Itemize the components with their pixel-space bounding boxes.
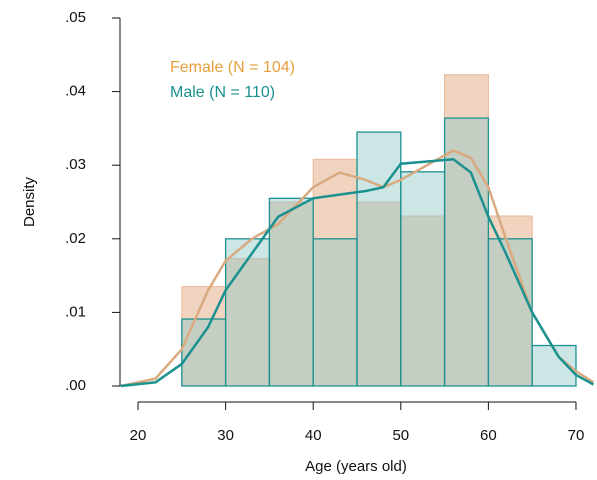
histogram-bar: [400, 171, 446, 387]
histogram-bar: [268, 201, 314, 387]
legend-entry: Female (N = 104): [170, 59, 295, 76]
y-tick-label: .01: [65, 303, 86, 320]
histogram-bar: [356, 201, 402, 387]
x-tick-label: 60: [480, 427, 497, 444]
y-tick-label: .05: [65, 9, 86, 26]
y-tick-label: .04: [65, 83, 86, 100]
histogram-bar: [444, 74, 489, 387]
x-tick-label: 70: [568, 427, 585, 444]
histogram-bar: [487, 215, 533, 387]
x-tick-label: 30: [217, 427, 234, 444]
histogram-bar: [356, 131, 402, 387]
histogram-bar: [312, 238, 358, 387]
x-tick-label: 20: [130, 427, 147, 444]
y-tick-label: .02: [65, 230, 86, 247]
y-axis-label: Density: [21, 176, 38, 227]
y-tick-label: .03: [65, 156, 86, 173]
legend-entry: Male (N = 110): [170, 84, 275, 101]
histogram-bar: [181, 318, 227, 387]
histogram-bar: [268, 197, 314, 387]
x-tick-label: 50: [392, 427, 409, 444]
x-axis-label: Age (years old): [305, 458, 407, 475]
density-curve: [120, 158, 595, 388]
x-tick-label: 40: [305, 427, 322, 444]
histogram-bar: [443, 117, 490, 387]
y-tick-label: .00: [65, 377, 86, 394]
